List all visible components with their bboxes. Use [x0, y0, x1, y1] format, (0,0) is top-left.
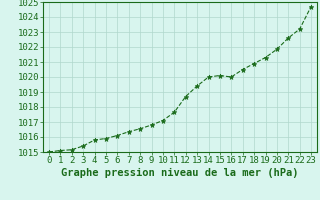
X-axis label: Graphe pression niveau de la mer (hPa): Graphe pression niveau de la mer (hPa) [61, 168, 299, 178]
